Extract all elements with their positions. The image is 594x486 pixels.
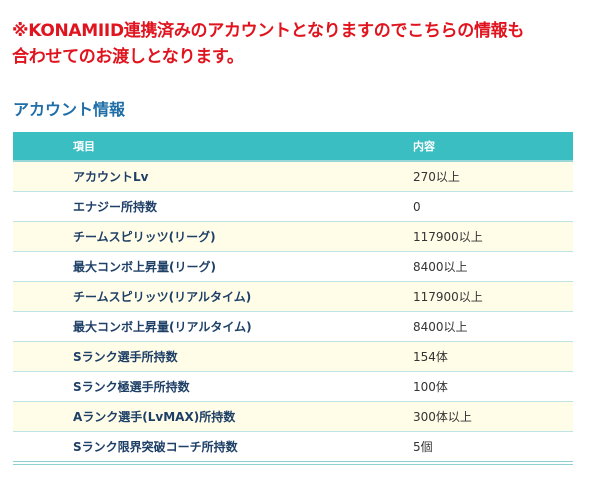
account-info-table: 項目 内容 アカウントLv 270以上 エナジー所持数 0 チームスピリッツ(リ… xyxy=(13,132,573,465)
table-row: エナジー所持数 0 xyxy=(13,191,573,222)
row-value: 0 xyxy=(353,191,573,222)
table-row: チームスピリッツ(リアルタイム) 117900以上 xyxy=(13,281,573,312)
table-row: Sランク極選手所持数 100体 xyxy=(13,371,573,402)
row-label: アカウントLv xyxy=(13,161,353,192)
row-value: 117900以上 xyxy=(353,281,573,312)
row-value: 300体以上 xyxy=(353,401,573,432)
table-header-row: 項目 内容 xyxy=(13,132,573,162)
row-label: チームスピリッツ(リアルタイム) xyxy=(13,281,353,312)
row-value: 117900以上 xyxy=(353,221,573,252)
row-label: エナジー所持数 xyxy=(13,191,353,222)
header-item: 項目 xyxy=(13,132,353,162)
row-value: 100体 xyxy=(353,371,573,402)
row-label: チームスピリッツ(リーグ) xyxy=(13,221,353,252)
row-label: Sランク選手所持数 xyxy=(13,341,353,372)
table-row: アカウントLv 270以上 xyxy=(13,161,573,192)
row-value: 270以上 xyxy=(353,161,573,192)
row-value: 5個 xyxy=(353,431,573,464)
notice-line-1: ※KONAMIID連携済みのアカウントとなりますのでこちらの情報も xyxy=(12,21,525,41)
row-label: 最大コンボ上昇量(リーグ) xyxy=(13,251,353,282)
section-title: アカウント情報 xyxy=(13,100,126,119)
table-row: Sランク選手所持数 154体 xyxy=(13,341,573,372)
row-label: 最大コンボ上昇量(リアルタイム) xyxy=(13,311,353,342)
table-row: 最大コンボ上昇量(リアルタイム) 8400以上 xyxy=(13,311,573,342)
row-label: Sランク極選手所持数 xyxy=(13,371,353,402)
table-row: Sランク限界突破コーチ所持数 5個 xyxy=(13,431,573,464)
table-row: Aランク選手(LvMAX)所持数 300体以上 xyxy=(13,401,573,432)
header-content: 内容 xyxy=(353,132,573,162)
row-value: 8400以上 xyxy=(353,251,573,282)
row-value: 154体 xyxy=(353,341,573,372)
table-row: チームスピリッツ(リーグ) 117900以上 xyxy=(13,221,573,252)
table-row: 最大コンボ上昇量(リーグ) 8400以上 xyxy=(13,251,573,282)
row-label: Aランク選手(LvMAX)所持数 xyxy=(13,401,353,432)
row-value: 8400以上 xyxy=(353,311,573,342)
row-label: Sランク限界突破コーチ所持数 xyxy=(13,431,353,464)
notice-line-2: 合わせてのお渡しとなります。 xyxy=(12,47,244,67)
notice-text: ※KONAMIID連携済みのアカウントとなりますのでこちらの情報も 合わせてのお… xyxy=(12,18,592,70)
